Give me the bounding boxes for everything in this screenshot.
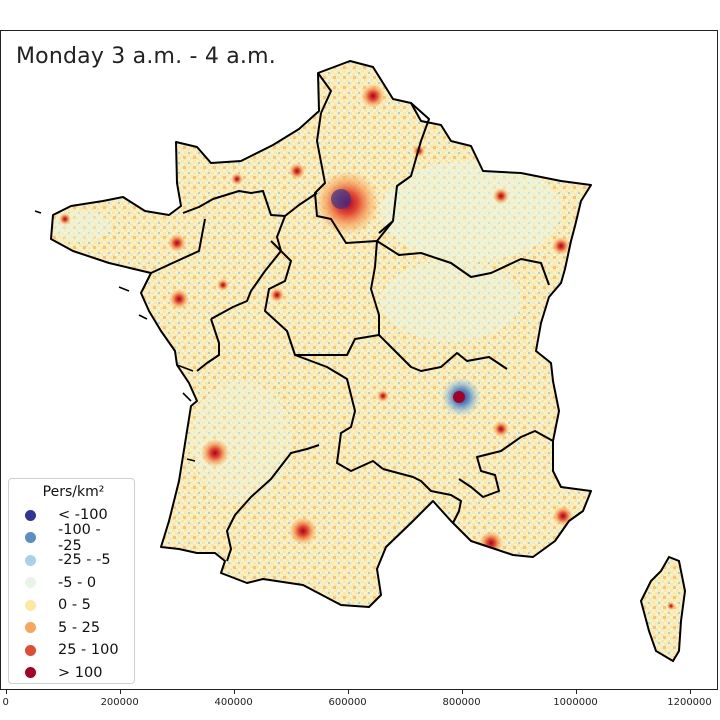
legend-swatch — [25, 554, 36, 566]
legend-box: Pers/km² < -100 -100 - -25 -25 - -5 -5 - 0 0… — [8, 478, 135, 684]
toulouse-hotspot — [289, 517, 317, 545]
legend-item: < -100 — [19, 504, 128, 527]
bordeaux-hotspot — [201, 439, 229, 467]
legend-item: > 100 — [19, 662, 128, 685]
x-tick-label: 800000 — [442, 697, 481, 708]
legend-label: < -100 — [58, 507, 108, 524]
x-tick-mark — [119, 690, 121, 694]
x-tick-mark — [575, 690, 577, 694]
legend-swatch — [25, 667, 36, 679]
legend-title: Pers/km² — [42, 484, 105, 500]
legend-item: 5 - 25 — [19, 617, 128, 640]
france-choropleth-map — [34, 60, 687, 663]
legend-label: -5 - 0 — [58, 574, 97, 591]
x-tick-label: 0 — [2, 697, 9, 708]
x-tick-mark — [233, 690, 235, 694]
x-tick-label: 600000 — [328, 697, 367, 708]
x-tick-mark — [461, 690, 463, 694]
legend-swatch — [25, 577, 36, 589]
corsica-outline — [639, 555, 687, 663]
legend-item: 25 - 100 — [19, 639, 128, 662]
x-tick-label: 1000000 — [553, 697, 598, 708]
legend-label: 5 - 25 — [58, 619, 101, 636]
x-tick-mark — [5, 690, 7, 694]
x-tick-mark — [347, 690, 349, 694]
x-tick-mark — [689, 690, 691, 694]
legend-swatch — [25, 622, 36, 634]
legend-item: 0 - 5 — [19, 594, 128, 617]
legend-swatch — [25, 599, 36, 611]
legend-label: -100 - -25 — [58, 521, 101, 554]
legend-label: 0 - 5 — [58, 597, 91, 614]
map-title: Monday 3 a.m. - 4 a.m. — [16, 44, 276, 69]
legend-item: -5 - 0 — [19, 572, 128, 595]
legend-swatch — [25, 509, 36, 521]
legend-swatch — [25, 532, 36, 544]
x-tick-label: 400000 — [214, 697, 253, 708]
legend-swatch — [25, 644, 36, 656]
legend-item: -100 - -25 — [19, 522, 128, 554]
legend-label: -25 - -5 — [58, 552, 111, 569]
x-tick-label: 1200000 — [667, 697, 712, 708]
x-tick-label: 200000 — [100, 697, 139, 708]
legend-label: > 100 — [58, 664, 103, 681]
legend-item: -25 - -5 — [19, 549, 128, 572]
map-plot-area — [0, 30, 718, 690]
legend-label: 25 - 100 — [58, 642, 119, 659]
region-boundaries — [50, 60, 592, 608]
